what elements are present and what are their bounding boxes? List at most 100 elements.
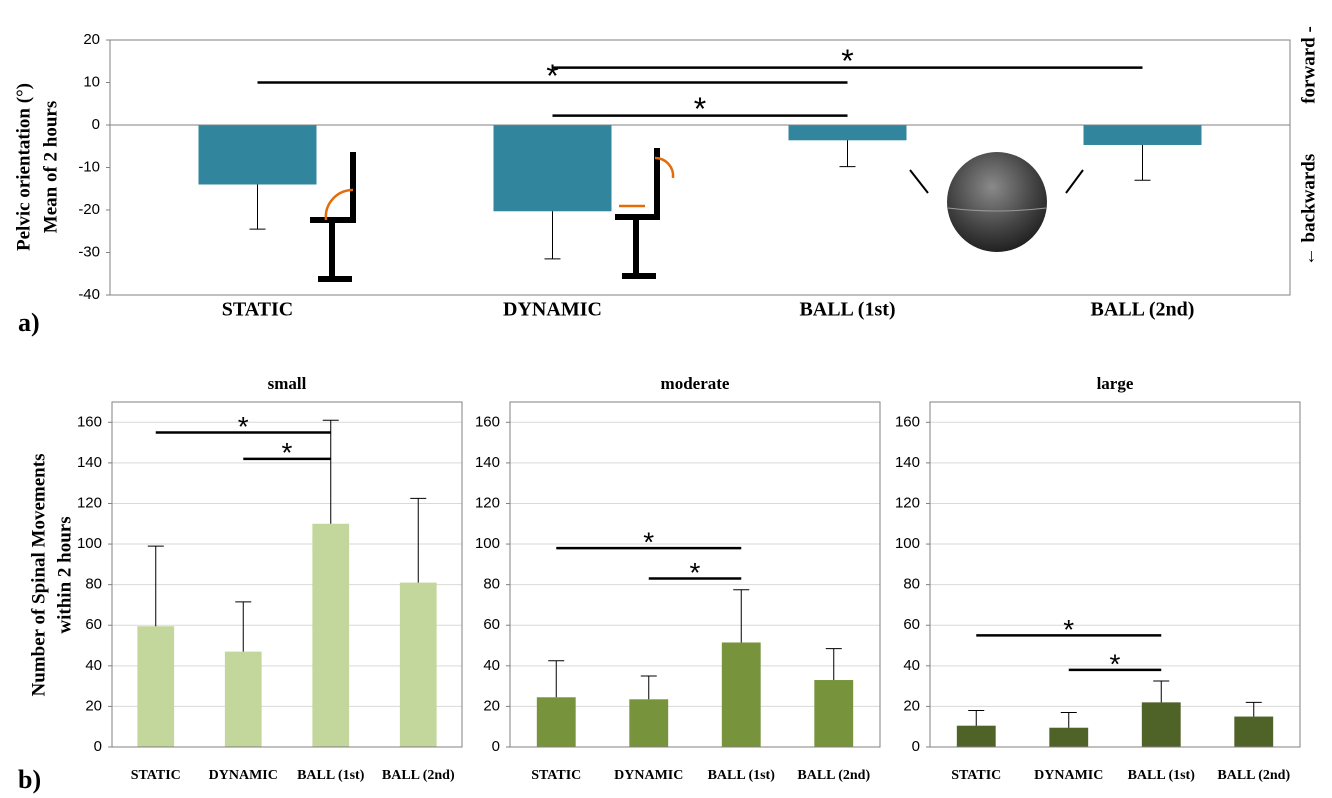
significance-star: * bbox=[282, 437, 293, 468]
x-tick-label: STATIC bbox=[951, 768, 1001, 783]
panel-label: b) bbox=[18, 765, 41, 794]
y-tick-label: -20 bbox=[78, 201, 100, 218]
error-bar bbox=[250, 185, 266, 230]
x-tick-label: STATIC bbox=[222, 299, 294, 321]
x-tick-label: STATIC bbox=[131, 768, 181, 783]
y-tick-label: 160 bbox=[895, 413, 920, 430]
error-bar bbox=[641, 676, 657, 699]
bar bbox=[312, 524, 349, 747]
chart-title: large bbox=[1097, 374, 1134, 393]
x-tick-label: BALL (2nd) bbox=[1091, 299, 1195, 321]
y-tick-label: 120 bbox=[77, 494, 102, 511]
bar bbox=[1142, 702, 1181, 747]
plot-frame bbox=[930, 402, 1300, 747]
y-tick-label: 140 bbox=[475, 454, 500, 471]
y-tick-label: 40 bbox=[483, 657, 500, 674]
bar bbox=[814, 680, 853, 747]
y-axis-label: Pelvic orientation (°) bbox=[13, 83, 34, 251]
x-tick-label: BALL (1st) bbox=[708, 768, 776, 783]
figure: -40 -30 -20 -10 0 10 20 STATIC DYNAMIC BALL (1st)… bbox=[0, 0, 1332, 798]
bar bbox=[1049, 728, 1088, 747]
error-bar bbox=[1246, 702, 1262, 716]
y-tick-label: 0 bbox=[92, 116, 100, 133]
y-tick-label: 140 bbox=[895, 454, 920, 471]
y-tick-label: 160 bbox=[475, 413, 500, 430]
error-bar bbox=[733, 590, 749, 643]
y-tick-label: 160 bbox=[77, 413, 102, 430]
bar bbox=[537, 697, 576, 747]
significance-star: * bbox=[1063, 614, 1074, 645]
significance-star: * bbox=[841, 43, 853, 79]
error-bar bbox=[235, 602, 251, 652]
error-bar bbox=[323, 420, 339, 524]
significance-star: * bbox=[690, 557, 701, 588]
y-tick-label: 0 bbox=[912, 738, 920, 755]
significance-star: * bbox=[238, 411, 249, 442]
y-tick-label: 20 bbox=[483, 697, 500, 714]
x-tick-label: BALL (2nd) bbox=[382, 768, 455, 783]
y-tick-label: -30 bbox=[78, 243, 100, 260]
y-tick-label: 120 bbox=[475, 494, 500, 511]
x-tick-label: DYNAMIC bbox=[209, 768, 278, 783]
direction-label: forward - bbox=[1298, 26, 1319, 104]
chart-title: small bbox=[268, 374, 307, 393]
y-tick-label: -10 bbox=[78, 158, 100, 175]
significance-star: * bbox=[1110, 648, 1121, 679]
error-bar bbox=[545, 211, 561, 259]
bar bbox=[199, 125, 317, 185]
error-bar bbox=[840, 140, 856, 166]
bar bbox=[629, 699, 668, 747]
x-tick-label: BALL (1st) bbox=[1128, 768, 1196, 783]
y-tick-label: 80 bbox=[483, 576, 500, 593]
x-tick-label: DYNAMIC bbox=[614, 768, 683, 783]
error-bar bbox=[968, 710, 984, 725]
y-tick-label: 100 bbox=[475, 535, 500, 552]
y-axis-label: Mean of 2 hours bbox=[40, 101, 61, 233]
x-tick-label: BALL (2nd) bbox=[1217, 768, 1290, 783]
bar bbox=[400, 583, 437, 747]
bar bbox=[957, 726, 996, 747]
y-tick-label: 40 bbox=[85, 657, 102, 674]
x-tick-label: STATIC bbox=[531, 768, 581, 783]
error-bar bbox=[1153, 681, 1169, 702]
y-tick-label: -40 bbox=[78, 286, 100, 303]
direction-label: ← backwards bbox=[1298, 154, 1319, 266]
y-tick-label: 140 bbox=[77, 454, 102, 471]
error-bar bbox=[410, 498, 426, 582]
bar bbox=[1234, 717, 1273, 747]
y-tick-label: 40 bbox=[903, 657, 920, 674]
y-tick-label: 60 bbox=[483, 616, 500, 633]
significance-star: * bbox=[546, 58, 558, 94]
y-tick-label: 20 bbox=[903, 697, 920, 714]
bar bbox=[137, 626, 174, 747]
y-tick-label: 80 bbox=[85, 576, 102, 593]
y-tick-label: 60 bbox=[903, 616, 920, 633]
error-bar bbox=[1135, 145, 1151, 180]
y-axis-label: within 2 hours bbox=[54, 516, 75, 633]
x-tick-label: BALL (1st) bbox=[297, 768, 365, 783]
y-tick-label: 120 bbox=[895, 494, 920, 511]
x-tick-label: BALL (1st) bbox=[799, 299, 895, 321]
bar bbox=[1084, 125, 1202, 145]
x-tick-label: DYNAMIC bbox=[1034, 768, 1103, 783]
error-bar bbox=[826, 649, 842, 680]
bar bbox=[722, 642, 761, 747]
x-tick-label: BALL (2nd) bbox=[797, 768, 870, 783]
bar bbox=[494, 125, 612, 211]
y-tick-label: 100 bbox=[77, 535, 102, 552]
error-bar bbox=[1061, 713, 1077, 728]
error-bar bbox=[148, 546, 164, 626]
y-tick-label: 20 bbox=[83, 31, 100, 48]
y-tick-label: 0 bbox=[492, 738, 500, 755]
y-tick-label: 20 bbox=[85, 697, 102, 714]
bar bbox=[225, 652, 262, 747]
y-tick-label: 10 bbox=[83, 73, 100, 90]
significance-star: * bbox=[643, 527, 654, 558]
chart-title: moderate bbox=[661, 374, 730, 393]
y-axis-label: Number of Spinal Movements bbox=[28, 454, 49, 697]
panel-label: a) bbox=[18, 308, 40, 337]
x-tick-label: DYNAMIC bbox=[503, 299, 602, 321]
bar bbox=[789, 125, 907, 140]
y-tick-label: 60 bbox=[85, 616, 102, 633]
y-tick-label: 0 bbox=[94, 738, 102, 755]
